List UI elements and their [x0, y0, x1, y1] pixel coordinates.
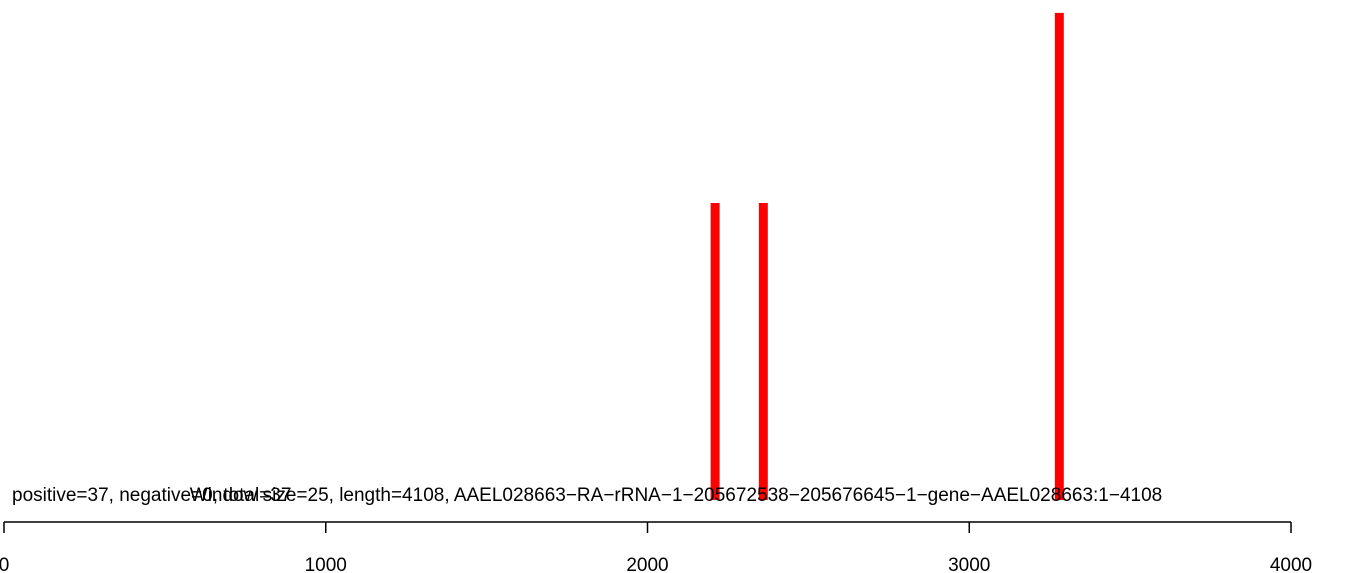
bar-2 [758, 203, 768, 500]
x-tick-label: 4000 [1270, 555, 1312, 573]
x-tick-label: 1000 [305, 555, 347, 573]
x-tick-label: 0 [0, 555, 9, 573]
bar-1 [710, 203, 720, 500]
window-info-label: Window size=25, length=4108, AAEL028663−… [190, 485, 1162, 506]
x-axis-ticks: 0 1000 2000 3000 4000 [0, 522, 1312, 573]
counts-label: positive=37, negative=0, total=37 [12, 485, 291, 506]
x-tick-label: 2000 [626, 555, 668, 573]
bar-3 [1054, 12, 1064, 501]
bars [710, 12, 1064, 501]
x-tick-label: 3000 [948, 555, 990, 573]
overlay-labels: positive=37, negative=0, total=37 Window… [12, 485, 1162, 506]
